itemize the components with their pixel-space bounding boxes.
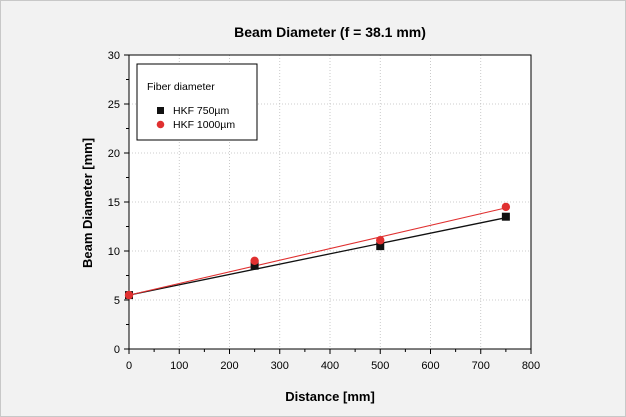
y-axis-label: Beam Diameter [mm] <box>80 138 95 268</box>
x-tick-label: 400 <box>321 360 339 372</box>
chart-title: Beam Diameter (f = 38.1 mm) <box>234 24 426 40</box>
data-point-series-1 <box>501 212 510 221</box>
fit-line-2 <box>128 207 506 296</box>
y-tick-label: 10 <box>108 246 120 258</box>
x-axis-label: Distance [mm] <box>285 389 375 404</box>
legend-label-1: HKF 750µm <box>173 105 229 117</box>
y-tick-label: 25 <box>108 99 120 111</box>
x-tick-label: 300 <box>271 360 289 372</box>
legend-label-2: HKF 1000µm <box>173 119 235 131</box>
x-tick-label: 200 <box>220 360 238 372</box>
x-tick-label: 0 <box>126 360 132 372</box>
x-tick-label: 100 <box>170 360 188 372</box>
fit-line-1 <box>128 217 507 296</box>
x-tick-label: 600 <box>421 360 439 372</box>
y-tick-label: 20 <box>108 148 120 160</box>
y-tick-label: 30 <box>108 50 120 62</box>
data-point-series-2 <box>250 256 259 265</box>
legend-marker-2 <box>156 120 165 129</box>
data-point-series-2 <box>501 202 511 212</box>
legend-marker-1 <box>157 107 164 114</box>
x-tick-label: 500 <box>371 360 389 372</box>
data-point-series-1 <box>376 242 385 251</box>
y-tick-label: 5 <box>114 295 120 307</box>
x-tick-label: 700 <box>472 360 490 372</box>
data-point-series-2 <box>124 290 134 300</box>
legend-box <box>136 63 258 141</box>
legend-title: Fiber diameter <box>147 81 215 93</box>
data-point-series-2 <box>376 236 385 245</box>
x-tick-label: 800 <box>522 360 540 372</box>
plot-area: 0 100 200 300 400 500 600 700 800 0 5 10 15 20 25 30 Fib… <box>108 50 540 372</box>
data-point-series-1 <box>250 261 259 270</box>
y-tick-label: 15 <box>108 197 120 209</box>
y-tick-label: 0 <box>114 344 120 356</box>
